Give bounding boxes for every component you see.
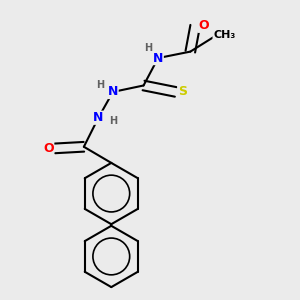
Text: H: H: [96, 80, 104, 91]
Text: O: O: [198, 19, 208, 32]
Text: N: N: [153, 52, 163, 64]
Text: N: N: [93, 111, 103, 124]
Text: S: S: [178, 85, 187, 98]
Text: O: O: [43, 142, 54, 155]
Text: H: H: [144, 44, 152, 53]
Text: CH₃: CH₃: [213, 31, 235, 40]
Text: H: H: [109, 116, 117, 126]
Text: N: N: [108, 85, 118, 98]
